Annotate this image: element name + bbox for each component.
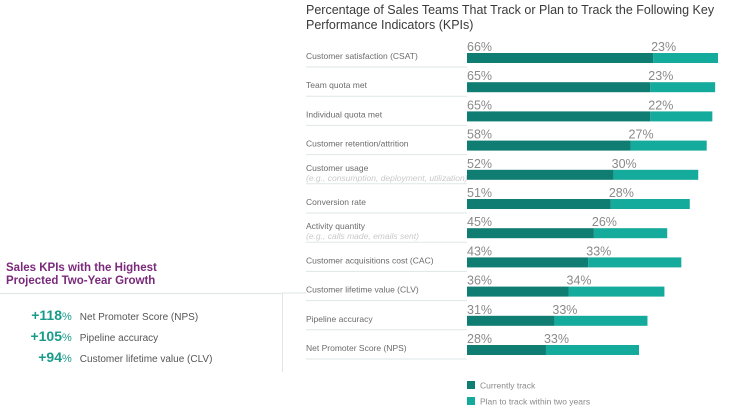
bar-plan-to-track <box>568 286 665 297</box>
category-label: Customer acquisitions cost (CAC) <box>306 255 434 265</box>
side-panel-title: Sales KPIs with the Highest Projected Tw… <box>6 262 157 288</box>
growth-value: +94 <box>38 349 62 365</box>
bar-plan-to-track <box>630 140 707 151</box>
growth-kpi-label: Customer lifetime value (CLV) <box>79 354 213 365</box>
value-label-plan-to-track: 30% <box>612 157 637 171</box>
growth-kpi-item: +94% Customer lifetime value (CLV) <box>0 349 212 369</box>
bar-currently-track <box>467 169 614 180</box>
legend-swatch-currently-track <box>467 381 475 389</box>
value-label-plan-to-track: 23% <box>651 40 676 54</box>
growth-value: +118 <box>31 307 62 323</box>
value-label-currently-track: 65% <box>467 69 492 83</box>
bar-plan-to-track <box>610 199 690 209</box>
value-label-currently-track: 36% <box>467 274 492 288</box>
side-panel-title-line2: Projected Two-Year Growth <box>6 275 156 287</box>
value-label-currently-track: 45% <box>467 215 492 229</box>
growth-kpi-label: Pipeline accuracy <box>79 333 159 344</box>
side-panel-title-line1: Sales KPIs with the Highest <box>6 262 157 274</box>
bar-currently-track <box>467 199 611 209</box>
value-label-currently-track: 28% <box>467 332 492 346</box>
bar-currently-track <box>467 111 651 122</box>
bar-plan-to-track <box>554 315 648 326</box>
category-label: Customer satisfaction (CSAT) <box>306 51 418 61</box>
value-label-plan-to-track: 34% <box>567 274 592 288</box>
category-label: Pipeline accuracy <box>306 314 373 324</box>
category-label: Activity quantity <box>306 221 366 231</box>
value-label-plan-to-track: 28% <box>609 186 634 200</box>
bar-plan-to-track <box>653 53 718 63</box>
category-label: Net Promoter Score (NPS) <box>306 343 407 353</box>
growth-kpi-item: +118% Net Promoter Score (NPS) <box>0 307 198 327</box>
value-label-plan-to-track: 22% <box>648 98 673 112</box>
value-label-plan-to-track: 33% <box>544 332 569 346</box>
growth-kpi-item: +105% Pipeline accuracy <box>0 328 158 348</box>
bar-currently-track <box>467 257 589 268</box>
category-label: Customer usage <box>306 163 369 173</box>
value-label-currently-track: 52% <box>467 157 492 171</box>
value-label-plan-to-track: 26% <box>592 215 617 229</box>
category-label: Customer retention/attrition <box>306 139 409 149</box>
value-label-currently-track: 31% <box>467 303 492 317</box>
bar-plan-to-track <box>545 345 640 355</box>
category-sublabel: (e.g., consumption, deployment, utilizat… <box>306 173 468 183</box>
growth-percent-sign: % <box>62 311 72 323</box>
category-sublabel: (e.g., calls made, emails sent) <box>306 231 419 241</box>
legend-label-plan-to-track: Plan to track within two years <box>480 397 590 407</box>
value-label-currently-track: 66% <box>467 40 492 54</box>
value-label-plan-to-track: 33% <box>586 244 611 258</box>
bar-currently-track <box>467 315 555 326</box>
category-label: Team quota met <box>306 80 368 90</box>
bar-plan-to-track <box>593 228 668 239</box>
bar-currently-track <box>467 286 569 297</box>
value-label-currently-track: 51% <box>467 186 492 200</box>
bar-plan-to-track <box>650 82 716 93</box>
value-label-plan-to-track: 23% <box>648 69 673 83</box>
bar-plan-to-track <box>650 111 713 122</box>
value-label-plan-to-track: 33% <box>552 303 577 317</box>
category-label: Customer lifetime value (CLV) <box>306 285 419 295</box>
category-label: Individual quota met <box>306 109 383 119</box>
bar-currently-track <box>467 53 654 63</box>
growth-value: +105 <box>30 328 62 344</box>
value-label-currently-track: 65% <box>467 98 492 112</box>
value-label-currently-track: 43% <box>467 244 492 258</box>
value-label-plan-to-track: 27% <box>629 128 654 142</box>
chart-title: Percentage of Sales Teams That Track or … <box>306 3 715 32</box>
growth-percent-sign: % <box>62 332 72 344</box>
growth-percent-sign: % <box>62 353 72 365</box>
value-label-currently-track: 58% <box>467 128 492 142</box>
bar-currently-track <box>467 82 651 93</box>
growth-kpi-box: +118% Net Promoter Score (NPS) +105% Pipel… <box>0 293 283 372</box>
bar-currently-track <box>467 345 546 355</box>
bar-plan-to-track <box>613 169 699 180</box>
bar-plan-to-track <box>588 257 682 268</box>
bar-currently-track <box>467 228 594 239</box>
category-label: Conversion rate <box>306 197 366 207</box>
bar-currently-track <box>467 140 631 151</box>
legend-swatch-plan-to-track <box>467 397 475 405</box>
legend-label-currently-track: Currently track <box>480 381 536 391</box>
growth-kpi-label: Net Promoter Score (NPS) <box>79 312 199 323</box>
